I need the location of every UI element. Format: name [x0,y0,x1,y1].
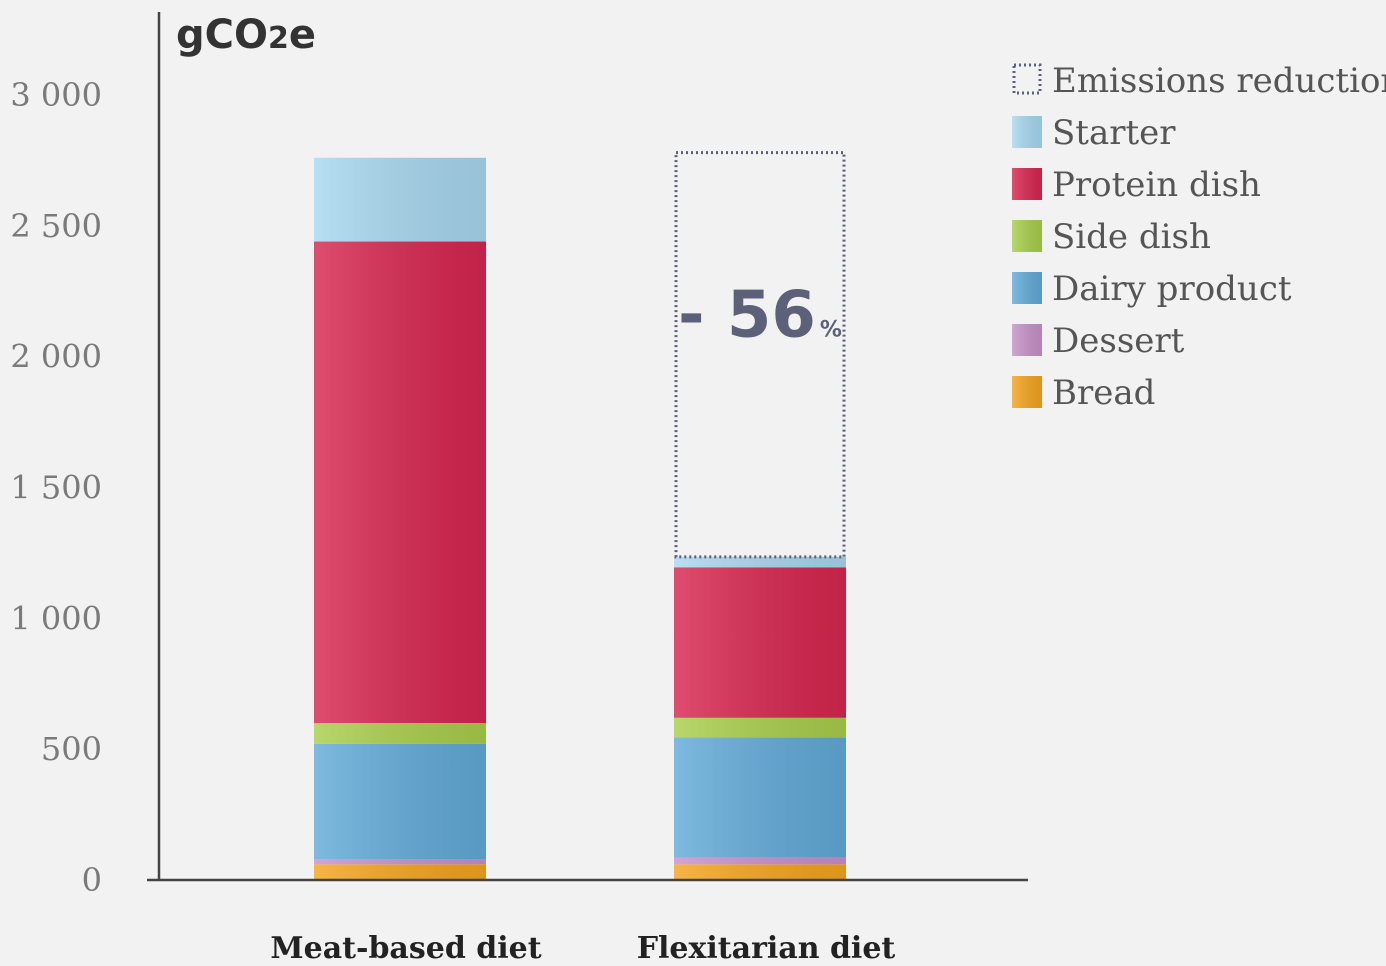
bar-segment-shading [314,864,486,880]
legend-swatch-shading [1012,220,1042,252]
legend-swatch-shading [1012,324,1042,356]
legend-label-protein-dish: Protein dish [1052,165,1261,205]
bar-segment-shading [314,241,486,724]
y-axis-ticks: 0 500 1 000 1 500 2 000 2 500 3 000 [10,76,102,899]
bar-segment-shading [674,737,846,858]
legend-swatch-shading [1012,116,1042,148]
emissions-reduction-box [674,151,846,559]
y-tick-label: 3 000 [10,76,102,114]
x-tick-label: Flexitarian diet [637,931,896,966]
bars [314,157,846,880]
legend-label-starter: Starter [1052,113,1176,153]
legend-swatch-shading [1012,168,1042,200]
emissions-reduction: - 56% [674,151,846,559]
legend-label-bread: Bread [1052,373,1155,413]
bar-segment-shading [674,864,846,880]
legend-label-dairy-product: Dairy product [1052,269,1292,309]
y-tick-label: 1 000 [10,599,102,637]
bar-segment-shading [314,743,486,860]
legend-label-emissions-reduction: Emissions reduction [1052,61,1386,101]
x-tick-label: Meat-based diet [270,931,541,966]
bar-segment-shading [674,717,846,738]
unit-label: gCO2e [176,12,316,58]
y-tick-label: 2 000 [10,338,102,376]
emissions-reduction-label: - 56% [678,279,842,353]
bar-segment-shading [674,857,846,865]
bar-segment-shading [314,859,486,865]
bar-segment-shading [674,567,846,718]
y-tick-label: 2 500 [10,207,102,245]
legend-swatch-shading [1012,376,1042,408]
bar-segment-shading [314,157,486,242]
bar-segment-shading [314,723,486,744]
legend: Emissions reduction Starter Protein dish Si… [1012,61,1386,413]
legend-label-side-dish: Side dish [1052,217,1211,257]
legend-swatch-emissions-reduction [1012,63,1042,95]
y-tick-label: 0 [82,861,102,899]
y-tick-label: 500 [41,730,102,768]
x-axis-labels: Meat-based diet Flexitarian diet [270,931,895,966]
legend-label-dessert: Dessert [1052,321,1185,361]
bar-segment-shading [674,556,846,568]
legend-swatch-shading [1012,272,1042,304]
y-tick-label: 1 500 [10,469,102,507]
